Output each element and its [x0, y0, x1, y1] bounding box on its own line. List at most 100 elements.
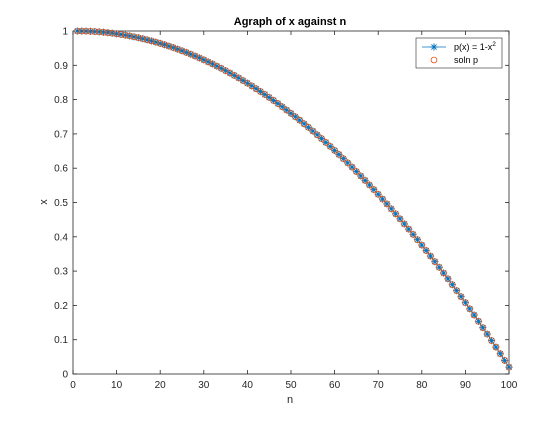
series-point-p: [357, 172, 365, 180]
series-point-p: [348, 163, 356, 171]
legend-label-soln-p: soln p: [454, 55, 478, 65]
series-point-soln-p: [348, 163, 356, 171]
series-point-soln-p: [449, 281, 456, 288]
y-tick-label: 1: [62, 27, 68, 38]
series-point-soln-p: [87, 28, 94, 35]
legend-label-p-text: p(x) = 1-x: [454, 42, 493, 52]
y-tick-label: 0.8: [54, 95, 68, 106]
series-point-p: [448, 281, 456, 289]
series-point-soln-p: [483, 330, 491, 338]
series-point-soln-p: [169, 44, 177, 51]
series-point-soln-p: [270, 97, 277, 104]
series-point-soln-p: [209, 60, 216, 68]
y-tick-label: 0.9: [54, 61, 68, 72]
series-point-soln-p: [401, 220, 408, 228]
series-point-soln-p: [261, 91, 269, 98]
series-point-soln-p: [457, 293, 465, 300]
series-point-soln-p: [287, 110, 295, 117]
legend-marker-soln-p: [430, 56, 438, 64]
series-point-soln-p: [440, 269, 447, 277]
series-point-soln-p: [156, 40, 164, 47]
x-tick-label: 100: [501, 380, 518, 391]
series-point-soln-p: [174, 45, 181, 53]
series-point-soln-p: [300, 120, 308, 128]
series-point-p: [418, 241, 426, 249]
series-point-soln-p: [191, 52, 199, 60]
series-point-p: [422, 246, 430, 255]
series-point-soln-p: [122, 31, 129, 39]
series-point-soln-p: [113, 30, 120, 38]
series-point-soln-p: [152, 38, 160, 46]
series-point-soln-p: [274, 100, 282, 107]
y-axis-label: x: [38, 199, 50, 205]
series-point-soln-p: [479, 324, 487, 331]
series-point-soln-p: [492, 343, 500, 351]
series-point-soln-p: [366, 181, 373, 189]
series-point-soln-p: [100, 28, 107, 36]
series-point-soln-p: [305, 124, 312, 131]
series-point-soln-p: [265, 94, 273, 101]
series-point-p: [352, 167, 360, 176]
series-point-soln-p: [78, 27, 86, 35]
series-point-soln-p: [370, 186, 378, 193]
plot-area: [72, 30, 510, 375]
series-point-soln-p: [392, 210, 399, 218]
series-layer: [73, 27, 513, 371]
series-point-soln-p: [340, 155, 347, 162]
series-point-p: [392, 210, 400, 218]
series-point-p: [313, 131, 321, 139]
y-tick-label: 0: [62, 370, 68, 381]
series-point-soln-p: [148, 37, 155, 45]
x-tick-label: 10: [111, 380, 123, 391]
series-point-soln-p: [488, 337, 495, 344]
series-point-p: [383, 200, 391, 208]
series-point-p: [387, 205, 395, 213]
legend-label-p: p(x) = 1-x2: [454, 41, 496, 52]
series-point-soln-p: [278, 103, 286, 111]
x-tick-label: 90: [460, 380, 472, 391]
x-tick-label: 20: [155, 380, 167, 391]
series-point-soln-p: [427, 252, 434, 260]
series-point-soln-p: [326, 143, 334, 150]
series-point-soln-p: [108, 29, 116, 37]
series-point-p: [496, 350, 504, 358]
series-point-p: [370, 186, 378, 194]
y-tick-label: 0.5: [54, 198, 68, 209]
y-tick-label: 0.7: [54, 129, 68, 140]
chart-title: Agraph of x against n: [234, 16, 347, 28]
series-point-soln-p: [283, 106, 290, 114]
series-point-soln-p: [431, 258, 439, 265]
y-tick-label: 0.2: [54, 301, 68, 312]
series-point-soln-p: [200, 56, 208, 64]
series-point-soln-p: [187, 50, 195, 58]
x-tick-label: 0: [70, 380, 76, 391]
series-point-p: [492, 343, 500, 351]
series-point-soln-p: [117, 31, 125, 38]
series-point-soln-p: [331, 147, 338, 154]
series-point-soln-p: [322, 139, 330, 146]
series-point-p: [396, 215, 404, 223]
legend-label-p-superscript: 2: [492, 41, 496, 48]
series-point-soln-p: [74, 27, 81, 35]
legend: p(x) = 1-x2 soln p: [415, 37, 503, 69]
series-point-soln-p: [470, 311, 478, 319]
series-point-soln-p: [396, 215, 404, 223]
x-axis-label: n: [287, 394, 293, 406]
series-point-p: [470, 311, 478, 319]
x-tick-label: 60: [329, 380, 341, 391]
series-point-p: [501, 356, 509, 365]
series-point-soln-p: [435, 263, 443, 271]
series-point-soln-p: [161, 41, 168, 49]
series-point-soln-p: [357, 172, 365, 180]
series-point-soln-p: [95, 28, 103, 36]
series-point-soln-p: [466, 305, 474, 313]
series-point-p: [444, 275, 452, 283]
series-point-p: [365, 181, 374, 189]
series-point-soln-p: [501, 357, 508, 364]
series-point-soln-p: [505, 363, 513, 371]
series-point-soln-p: [130, 33, 138, 41]
series-point-p: [344, 159, 352, 167]
series-point-soln-p: [196, 54, 203, 62]
